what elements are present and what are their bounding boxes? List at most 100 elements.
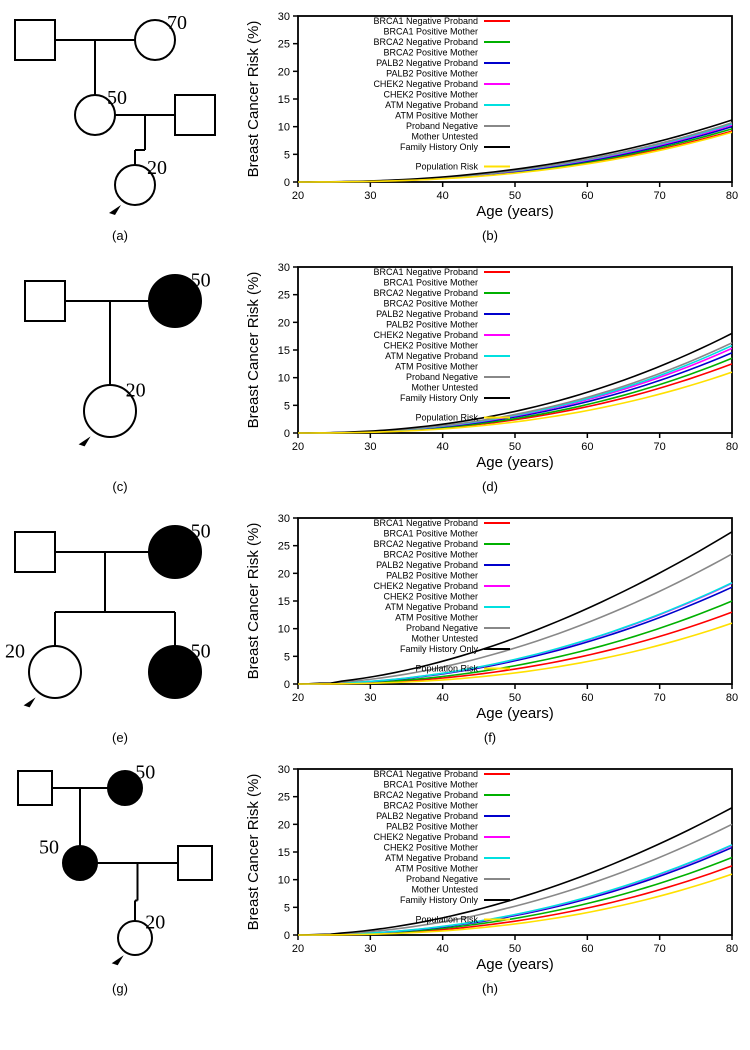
pedigree-age-label: 20 — [145, 912, 165, 934]
legend-label: CHEK2 Positive Mother — [383, 843, 478, 853]
legend-label: BRCA1 Negative Proband — [373, 267, 478, 277]
svg-text:15: 15 — [278, 345, 290, 357]
svg-text:20: 20 — [292, 441, 304, 453]
legend-label: BRCA2 Negative Proband — [373, 37, 478, 47]
pedigree-age-label: 50 — [191, 641, 211, 663]
legend-label: CHEK2 Positive Mother — [383, 341, 478, 351]
svg-text:70: 70 — [654, 943, 666, 955]
pedigree-caption: (e) — [5, 722, 235, 759]
legend-label: BRCA2 Negative Proband — [373, 288, 478, 298]
svg-text:5: 5 — [284, 149, 290, 161]
svg-text:10: 10 — [278, 373, 290, 385]
legend-label: ATM Positive Mother — [395, 111, 478, 121]
legend-label: BRCA1 Negative Proband — [373, 16, 478, 26]
legend-label: BRCA1 Positive Mother — [383, 278, 478, 288]
svg-text:70: 70 — [654, 190, 666, 202]
svg-text:60: 60 — [581, 692, 593, 704]
chart-caption: (h) — [235, 973, 745, 1010]
svg-text:0: 0 — [284, 679, 290, 691]
legend-label: CHEK2 Positive Mother — [383, 592, 478, 602]
pedigree-caption: (a) — [5, 220, 235, 257]
svg-text:0: 0 — [284, 428, 290, 440]
svg-text:30: 30 — [278, 11, 290, 23]
svg-text:80: 80 — [726, 441, 738, 453]
x-axis-label: Age (years) — [476, 956, 554, 973]
svg-text:40: 40 — [437, 441, 449, 453]
chart-panel: 20304050607080051015202530Breast Cancer … — [235, 763, 745, 973]
legend-label: CHEK2 Positive Mother — [383, 90, 478, 100]
legend-label: BRCA1 Positive Mother — [383, 780, 478, 790]
legend-label: Family History Only — [400, 393, 479, 403]
chart-panel: 20304050607080051015202530Breast Cancer … — [235, 512, 745, 722]
x-axis-label: Age (years) — [476, 203, 554, 220]
pedigree-panel: 705020 — [5, 10, 235, 220]
svg-text:50: 50 — [509, 190, 521, 202]
legend-label: Proband Negative — [406, 121, 478, 131]
svg-text:50: 50 — [509, 692, 521, 704]
chart-panel: 20304050607080051015202530Breast Cancer … — [235, 10, 745, 220]
legend-label: BRCA2 Positive Mother — [383, 801, 478, 811]
legend-label: BRCA1 Negative Proband — [373, 769, 478, 779]
pedigree-age-label: 20 — [147, 157, 167, 179]
legend-label: ATM Positive Mother — [395, 362, 478, 372]
svg-text:0: 0 — [284, 177, 290, 189]
svg-text:15: 15 — [278, 847, 290, 859]
legend-label: CHEK2 Negative Proband — [373, 832, 478, 842]
legend-label: BRCA2 Positive Mother — [383, 48, 478, 58]
svg-text:80: 80 — [726, 190, 738, 202]
legend-label: PALB2 Negative Proband — [376, 58, 478, 68]
legend-label: Proband Negative — [406, 874, 478, 884]
svg-text:60: 60 — [581, 943, 593, 955]
svg-text:40: 40 — [437, 943, 449, 955]
legend-label: Population Risk — [415, 413, 478, 423]
svg-text:10: 10 — [278, 875, 290, 887]
legend-label: BRCA2 Positive Mother — [383, 299, 478, 309]
y-axis-label: Breast Cancer Risk (%) — [245, 523, 262, 680]
pedigree-age-label: 70 — [167, 12, 187, 34]
legend-label: PALB2 Positive Mother — [386, 571, 478, 581]
legend-label: PALB2 Negative Proband — [376, 309, 478, 319]
svg-text:30: 30 — [364, 943, 376, 955]
legend-label: BRCA2 Negative Proband — [373, 790, 478, 800]
pedigree-panel: 502050 — [5, 512, 235, 722]
svg-text:25: 25 — [278, 541, 290, 553]
svg-text:30: 30 — [364, 190, 376, 202]
pedigree-age-label: 50 — [39, 837, 59, 859]
legend-label: Mother Untested — [411, 885, 478, 895]
legend-label: PALB2 Positive Mother — [386, 822, 478, 832]
legend-label: PALB2 Positive Mother — [386, 69, 478, 79]
svg-text:5: 5 — [284, 902, 290, 914]
legend-label: Mother Untested — [411, 383, 478, 393]
svg-text:25: 25 — [278, 792, 290, 804]
legend-label: PALB2 Negative Proband — [376, 560, 478, 570]
svg-text:60: 60 — [581, 441, 593, 453]
svg-text:80: 80 — [726, 692, 738, 704]
svg-text:60: 60 — [581, 190, 593, 202]
legend-label: ATM Negative Proband — [385, 100, 478, 110]
legend-label: Population Risk — [415, 915, 478, 925]
legend-label: Family History Only — [400, 644, 479, 654]
pedigree-age-label: 20 — [5, 641, 25, 663]
svg-text:10: 10 — [278, 624, 290, 636]
legend-label: ATM Positive Mother — [395, 613, 478, 623]
chart-panel: 20304050607080051015202530Breast Cancer … — [235, 261, 745, 471]
plot-border — [298, 769, 732, 935]
y-axis-label: Breast Cancer Risk (%) — [245, 21, 262, 178]
legend-label: BRCA2 Positive Mother — [383, 550, 478, 560]
svg-text:20: 20 — [292, 943, 304, 955]
legend-label: Mother Untested — [411, 132, 478, 142]
svg-text:30: 30 — [364, 692, 376, 704]
pedigree-caption: (g) — [5, 973, 235, 1010]
pedigree-panel: 5020 — [5, 261, 235, 471]
legend-label: Population Risk — [415, 664, 478, 674]
svg-text:30: 30 — [278, 513, 290, 525]
series-pop — [298, 874, 732, 935]
svg-text:15: 15 — [278, 596, 290, 608]
legend-label: PALB2 Negative Proband — [376, 811, 478, 821]
legend-label: CHEK2 Negative Proband — [373, 79, 478, 89]
legend-label: ATM Positive Mother — [395, 864, 478, 874]
svg-text:20: 20 — [278, 66, 290, 78]
legend-label: PALB2 Positive Mother — [386, 320, 478, 330]
legend-label: Proband Negative — [406, 623, 478, 633]
legend-label: BRCA1 Positive Mother — [383, 27, 478, 37]
